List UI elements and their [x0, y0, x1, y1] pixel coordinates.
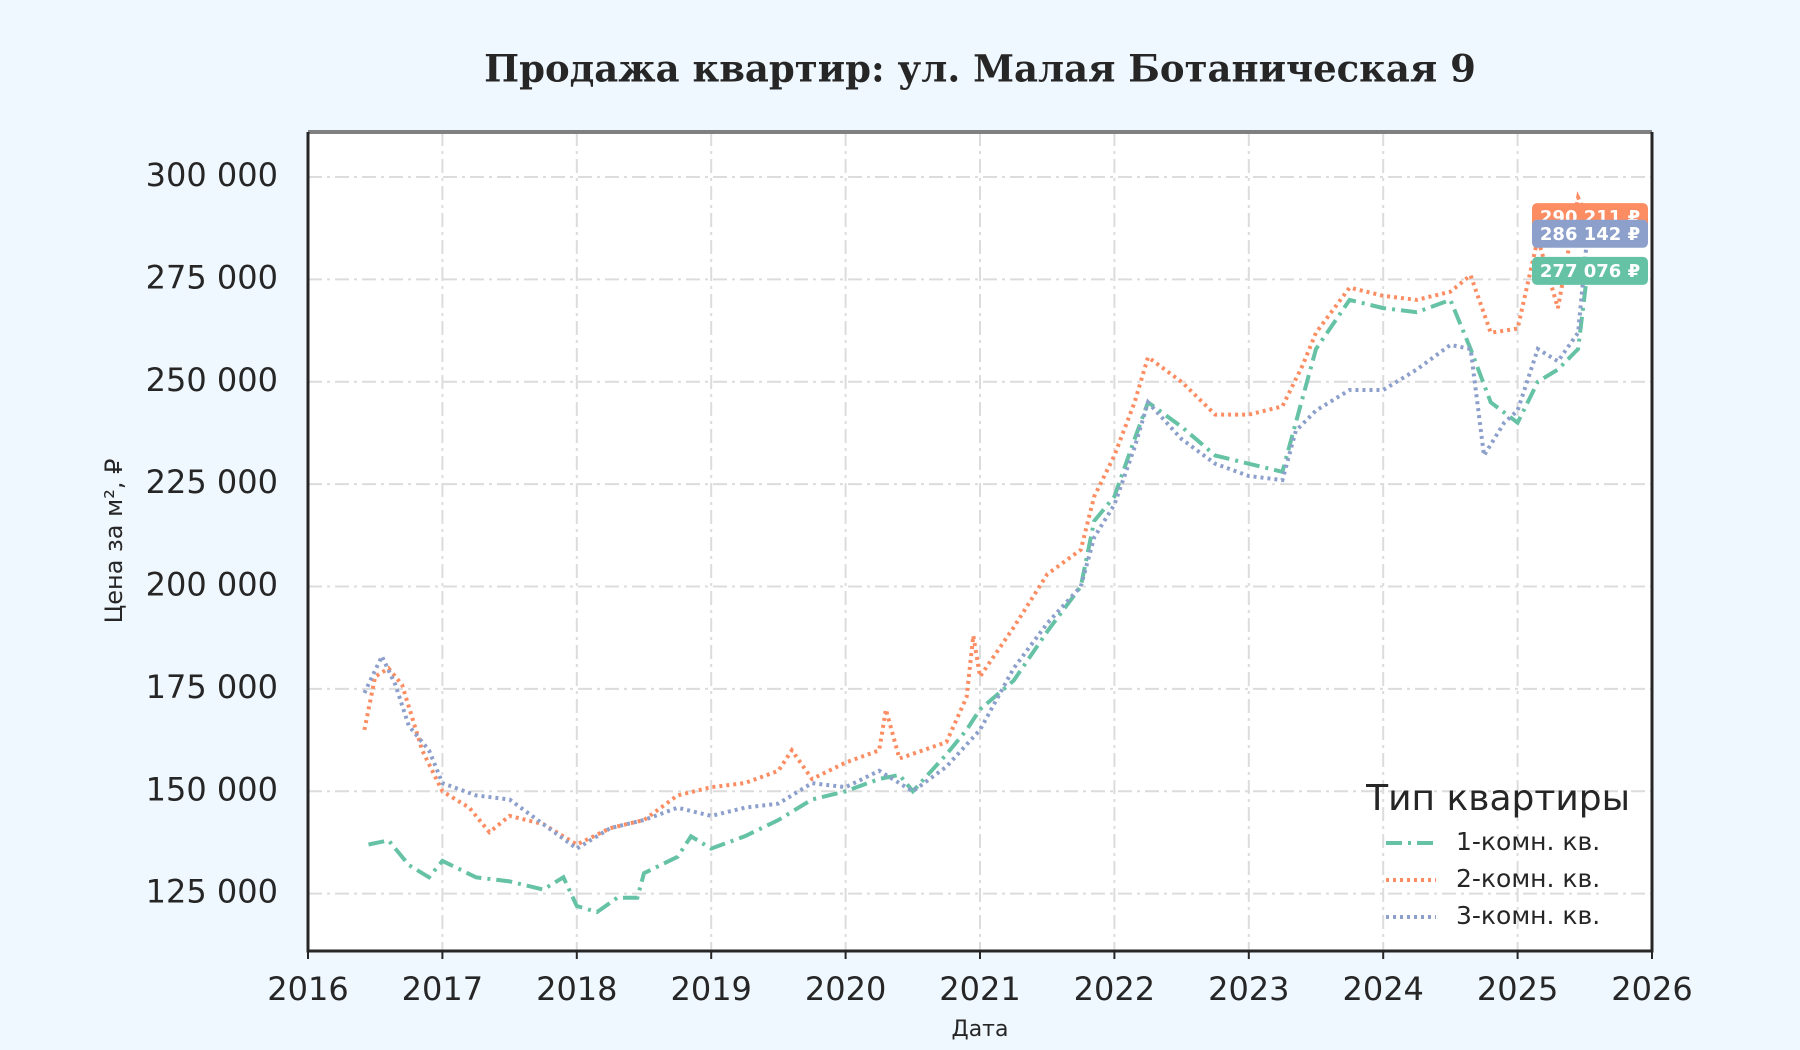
x-tick-label: 2022: [1074, 970, 1155, 1008]
series-line: [362, 233, 1590, 852]
legend-label: 3-комн. кв.: [1456, 901, 1600, 930]
x-tick-label: 2026: [1611, 970, 1692, 1008]
x-tick-label: 2017: [402, 970, 483, 1008]
end-label-box: [1532, 219, 1648, 248]
x-tick-label: 2018: [536, 970, 617, 1008]
x-tick-label: 2020: [805, 970, 886, 1008]
y-tick-label: 300 000: [146, 156, 278, 194]
x-tick-label: 2025: [1477, 970, 1558, 1008]
x-tick-label: 2019: [670, 970, 751, 1008]
y-axis-label: Цена за м², ₽: [100, 459, 128, 624]
chart-title: Продажа квартир: ул. Малая Ботаническая …: [484, 47, 1476, 91]
y-tick-label: 275 000: [146, 258, 278, 296]
x-tick-label: 2023: [1208, 970, 1289, 1008]
series-line: [368, 270, 1590, 915]
y-tick-label: 250 000: [146, 361, 278, 399]
x-axis-label: Дата: [952, 1017, 1009, 1042]
y-tick-label: 225 000: [146, 463, 278, 501]
y-tick-label: 150 000: [146, 770, 278, 808]
x-tick-label: 2021: [939, 970, 1020, 1008]
end-label: 286 142 ₽: [1532, 219, 1648, 248]
y-tick-label: 125 000: [146, 873, 278, 911]
end-label-text: 286 142 ₽: [1540, 224, 1640, 245]
plot-frame: [306, 132, 1654, 953]
end-label-text: 277 076 ₽: [1540, 261, 1640, 282]
y-tick-label: 200 000: [146, 566, 278, 604]
legend-label: 1-комн. кв.: [1456, 827, 1600, 856]
end-label: 277 076 ₽: [1532, 256, 1648, 285]
end-label-box: [1532, 256, 1648, 285]
x-tick-label: 2016: [267, 970, 348, 1008]
y-tick-label: 175 000: [146, 668, 278, 706]
legend-label: 2-комн. кв.: [1456, 864, 1600, 893]
legend-title: Тип квартиры: [1365, 778, 1630, 819]
x-tick-label: 2024: [1342, 970, 1423, 1008]
